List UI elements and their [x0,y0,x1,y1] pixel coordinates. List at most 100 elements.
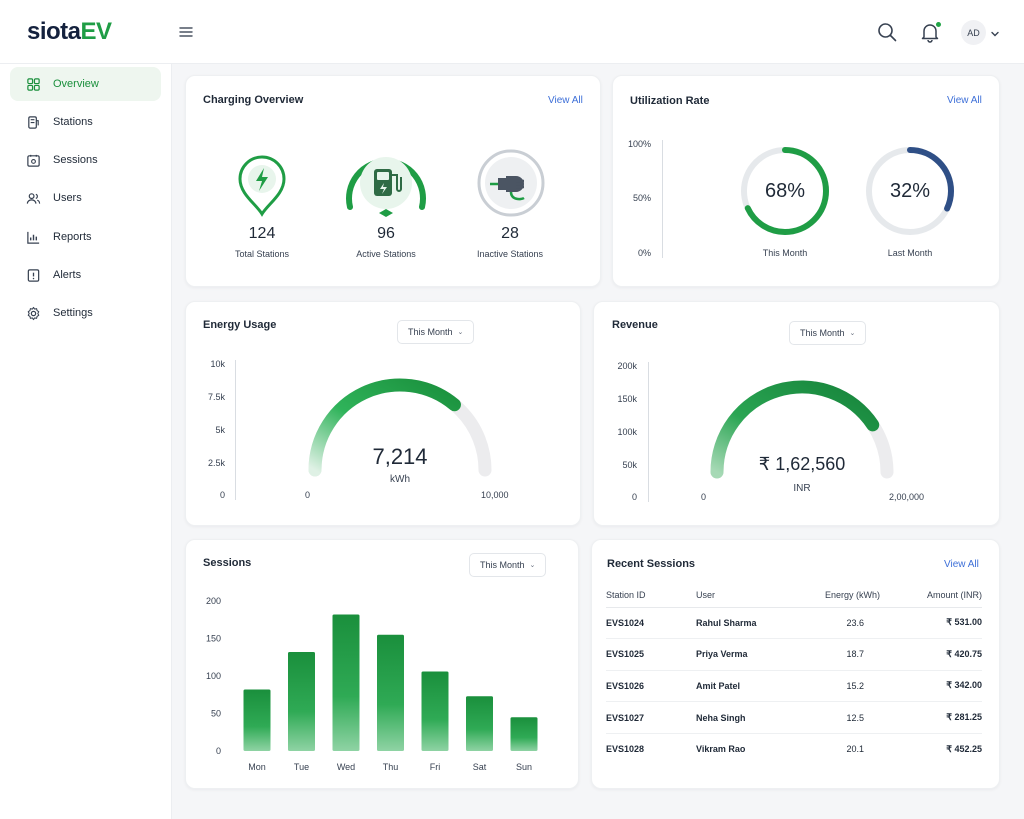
axis-label: 10k [210,359,225,369]
view-all-link[interactable]: View All [947,95,982,106]
axis-label: 50% [632,193,651,203]
energy-cell: 15.2 [796,670,892,703]
station-id-cell: EVS1027 [606,701,696,734]
bar-thu[interactable] [377,634,404,751]
sidebar-item-label: Stations [53,116,93,128]
sessions-bar-chart: 200 150 100 50 0 Mon Tue Wed Thu Fri Sat Sun [206,596,538,772]
bar-fri[interactable] [421,671,449,752]
ring-label: This Month [762,248,808,258]
overview-icon [27,77,40,91]
sidebar-item-reports[interactable]: Reports [10,220,161,254]
sidebar-item-alerts[interactable]: Alerts [10,258,161,292]
table-row[interactable]: EVS1027 Neha Singh 12.5 ₹ 281.25 [606,701,982,734]
user-cell: Vikram Rao [696,744,746,755]
notification-dot [935,21,942,28]
axis-label: 7.5k [207,392,225,402]
chevron-down-icon[interactable] [989,27,1001,39]
sidebar: Overview Stations Sessions Users Reports… [0,64,172,819]
column-header: User [696,583,796,608]
y-tick-label: 100 [206,671,221,681]
x-tick-label: Thu [383,762,399,772]
search-icon[interactable] [876,21,898,43]
sidebar-item-stations[interactable]: Stations [10,105,161,139]
table-row[interactable]: EVS1025 Priya Verma 18.7 ₹ 420.75 [606,638,982,671]
user-cell: Priya Verma [696,638,796,671]
gauge-max-label: 10,000 [481,490,509,500]
sidebar-item-label: Reports [53,231,92,243]
station-id-cell: EVS1025 [606,638,696,671]
this-month-ring [741,147,829,235]
x-tick-label: Fri [430,762,441,772]
user-cell: Rahul Sharma [696,607,796,640]
bar-tue[interactable] [288,652,315,751]
avatar[interactable]: AD [961,20,986,45]
y-tick-label: 200 [206,596,221,606]
bar-mon[interactable] [243,689,271,752]
bell-icon[interactable] [919,21,942,43]
axis-label: 100% [627,139,651,149]
table-header-row: Station ID User Energy (kWh) Amount (INR… [606,583,982,608]
menu-icon[interactable] [178,24,194,40]
user-cell: Neha Singh [696,701,796,734]
axis-label: 200k [617,361,637,371]
stations-icon [28,115,39,129]
card-title: Sessions [203,557,252,569]
last-month-ring [866,147,954,235]
sidebar-item-users[interactable]: Users [10,181,161,215]
axis-label: 5k [215,425,225,435]
recent-sessions-table: Station ID User Energy (kWh) Amount (INR… [606,583,982,765]
energy-period-dropdown[interactable]: This Month ⌄ [397,320,475,344]
bar-wed[interactable] [332,614,360,752]
stat-label: Active Stations [356,249,416,259]
stat-value: 28 [501,225,519,242]
total-stations-stat: 124 Total Stations [207,225,317,259]
amount-cell: ₹ 452.25 [946,743,982,754]
bar-sun[interactable] [510,717,538,751]
bar-sat[interactable] [466,696,493,751]
settings-icon [27,306,40,320]
table-row[interactable]: EVS1028 Vikram Rao 20.1 ₹ 452.25 [606,733,982,765]
card-title: Revenue [612,319,658,331]
y-tick-label: 150 [206,634,221,644]
sidebar-item-overview[interactable]: Overview [10,67,161,101]
card-title: Charging Overview [203,94,304,106]
card-title: Utilization Rate [630,95,710,107]
amount-cell: ₹ 531.00 [892,607,982,640]
table-row[interactable]: EVS1026 Amit Patel 15.2 ₹ 342.00 [606,670,982,703]
axis-label: 50k [622,460,637,470]
gauge-min-label: 0 [701,492,707,502]
x-tick-label: Mon [248,762,266,772]
users-icon [26,192,41,204]
lightning-pin-icon [238,155,286,217]
gauge-value: 7,214 [372,444,428,469]
station-id-cell: EVS1026 [606,670,696,703]
energy-gauge [308,378,492,477]
axis-label: 100k [617,427,637,437]
gauge-min-label: 0 [305,490,311,500]
axis-label: 0 [631,492,637,502]
sidebar-item-label: Overview [53,78,99,90]
stat-value: 124 [248,225,276,242]
sidebar-item-label: Alerts [53,269,82,281]
sidebar-item-label: Users [53,192,82,204]
card-title: Recent Sessions [607,558,696,570]
sessions-period-dropdown[interactable]: This Month ⌄ [469,553,547,577]
station-id-cell: EVS1024 [606,607,696,640]
sidebar-item-label: Sessions [53,154,98,166]
energy-cell: 23.6 [796,607,892,640]
axis-label: 0 [219,490,225,500]
amount-cell: ₹ 342.00 [892,670,982,703]
gauge-unit: kWh [390,474,410,485]
station-id-cell: EVS1028 [606,744,645,755]
table-row[interactable]: EVS1024 Rahul Sharma 23.6 ₹ 531.00 [606,607,982,640]
sidebar-item-settings[interactable]: Settings [10,296,161,330]
view-all-link[interactable]: View All [548,95,583,106]
revenue-period-dropdown[interactable]: This Month ⌄ [789,321,867,345]
sessions-icon [27,154,40,167]
axis-label: 2.5k [207,458,225,468]
gauge-value: ₹ 1,62,560 [758,454,846,474]
logo[interactable]: siotaEV [27,18,112,45]
sidebar-item-sessions[interactable]: Sessions [10,143,161,177]
axis-line [662,140,663,258]
view-all-link[interactable]: View All [944,559,979,570]
